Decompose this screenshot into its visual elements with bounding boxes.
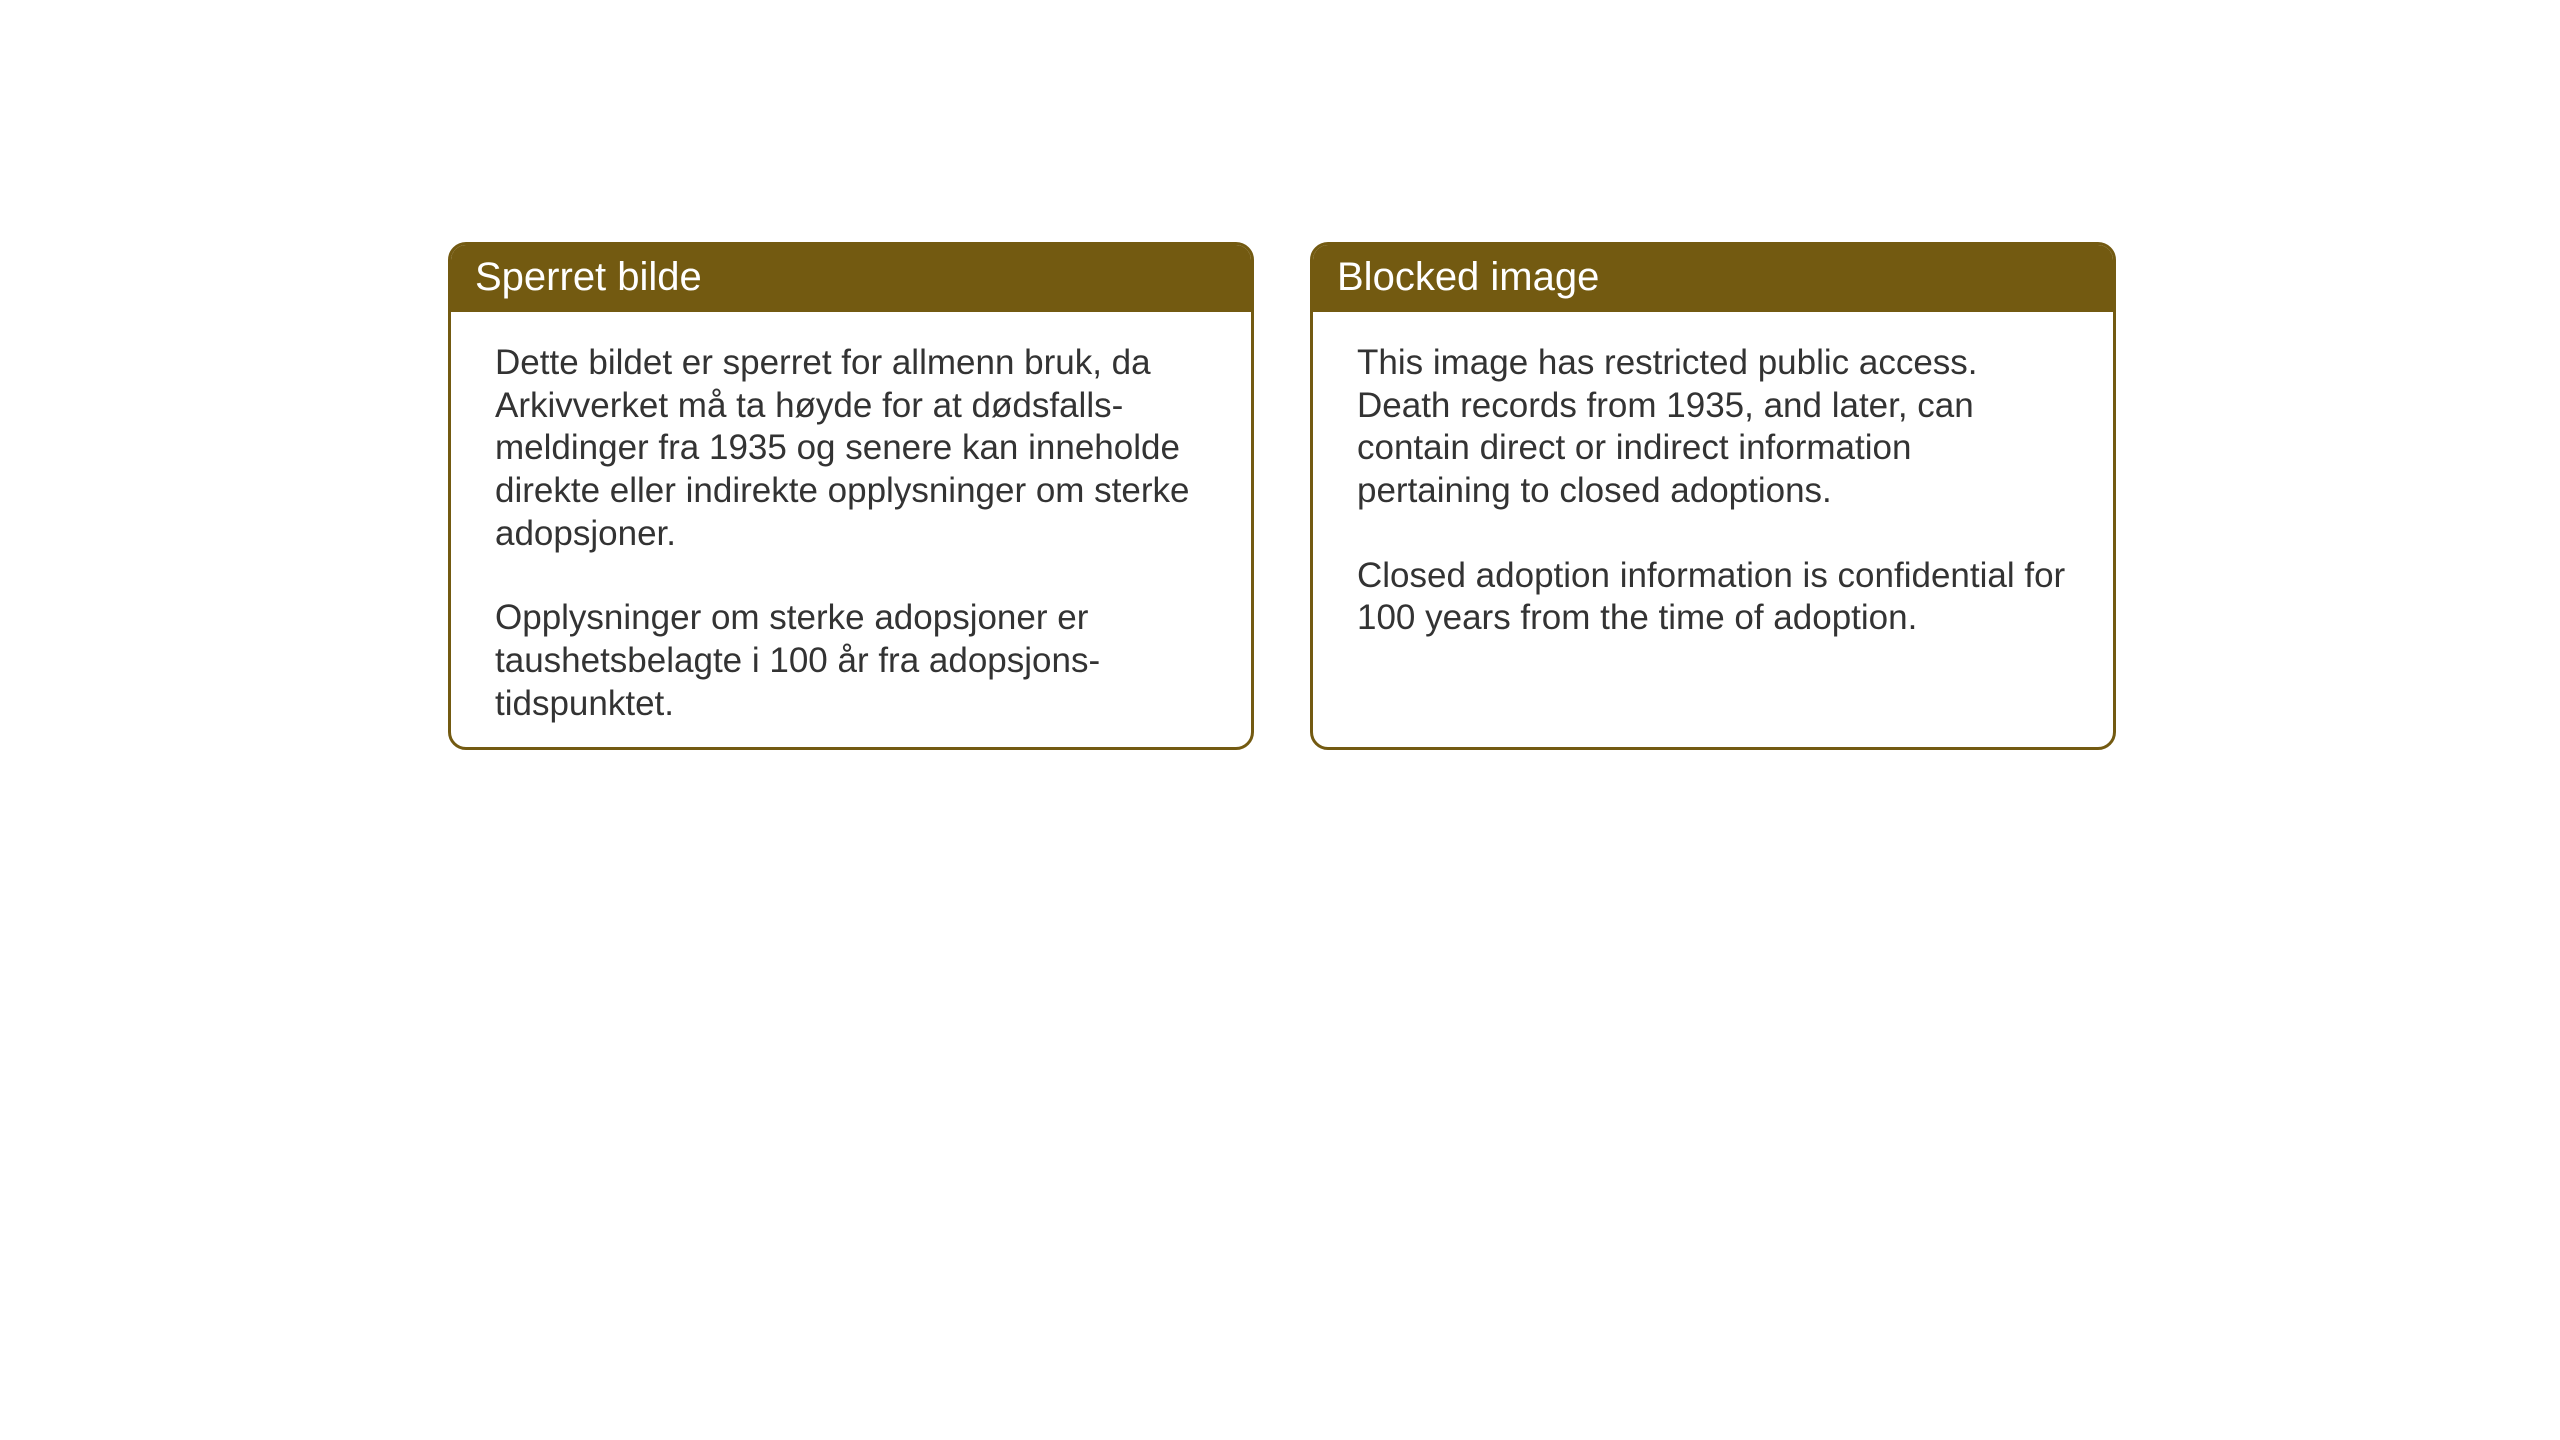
card-header-norwegian: Sperret bilde [451,245,1251,312]
card-paragraph2-norwegian: Opplysninger om sterke adopsjoner er tau… [495,597,1207,725]
card-title-english: Blocked image [1337,255,1599,299]
card-norwegian: Sperret bilde Dette bildet er sperret fo… [448,242,1254,750]
card-paragraph2-english: Closed adoption information is confident… [1357,555,2069,640]
card-english: Blocked image This image has restricted … [1310,242,2116,750]
card-header-english: Blocked image [1313,245,2113,312]
card-title-norwegian: Sperret bilde [475,255,702,299]
card-paragraph1-norwegian: Dette bildet er sperret for allmenn bruk… [495,342,1207,555]
card-body-english: This image has restricted public access.… [1313,312,2113,670]
card-paragraph1-english: This image has restricted public access.… [1357,342,2069,513]
card-body-norwegian: Dette bildet er sperret for allmenn bruk… [451,312,1251,750]
cards-container: Sperret bilde Dette bildet er sperret fo… [448,242,2116,750]
